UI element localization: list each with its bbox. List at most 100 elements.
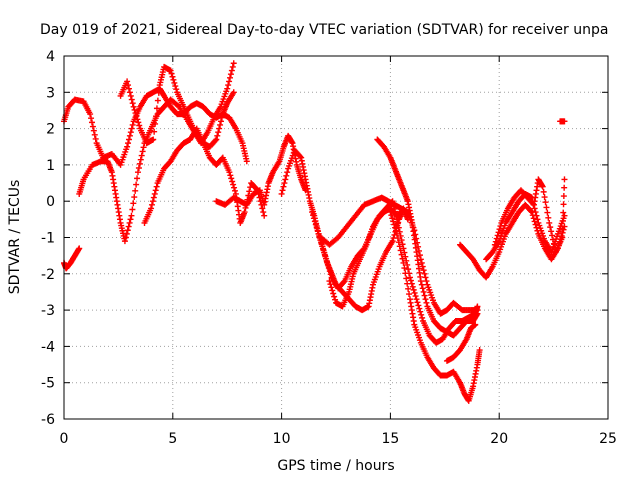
data-point: [310, 215, 317, 222]
data-point: [149, 198, 156, 205]
y-tick-label: -5: [41, 376, 55, 392]
data-point: [230, 181, 237, 188]
data-point: [388, 212, 395, 219]
series-trace-13: [443, 321, 479, 364]
data-point: [225, 82, 232, 89]
data-point: [399, 255, 406, 262]
data-point: [394, 220, 401, 227]
data-point: [133, 113, 140, 120]
data-point: [89, 123, 96, 130]
data-point: [135, 165, 142, 172]
data-point: [423, 278, 430, 285]
data-point: [392, 224, 399, 231]
data-point: [418, 281, 425, 288]
data-point: [421, 292, 428, 299]
data-point: [415, 302, 422, 309]
series-trace-17: [557, 118, 568, 125]
data-point: [128, 96, 135, 103]
data-point: [243, 158, 250, 165]
data-point: [173, 86, 180, 93]
data-point: [416, 305, 423, 312]
data-point: [284, 169, 291, 176]
data-point: [411, 227, 418, 234]
data-point: [326, 278, 333, 285]
series-trace-9: [317, 194, 481, 317]
data-point: [88, 115, 95, 122]
data-point: [419, 314, 426, 321]
data-point: [327, 281, 334, 288]
data-point: [321, 249, 328, 256]
data-point: [261, 212, 268, 219]
data-point: [227, 172, 234, 179]
data-point: [560, 209, 567, 216]
data-point: [87, 111, 94, 118]
data-point: [283, 172, 290, 179]
data-point: [132, 187, 139, 194]
data-point: [550, 240, 557, 247]
data-point: [422, 274, 429, 281]
data-point: [139, 148, 146, 155]
data-point: [280, 183, 287, 190]
data-point: [125, 223, 132, 230]
series-trace-11: [374, 136, 481, 339]
data-point: [231, 184, 238, 191]
data-point: [282, 176, 289, 183]
data-point: [401, 265, 408, 272]
data-point: [474, 310, 481, 317]
data-point: [228, 175, 235, 182]
data-point: [327, 271, 334, 278]
data-point: [129, 206, 136, 213]
data-point: [278, 190, 285, 197]
data-point: [216, 125, 223, 132]
data-point: [394, 235, 401, 242]
data-point: [212, 137, 219, 144]
x-tick-label: 5: [168, 431, 177, 447]
data-point: [491, 241, 498, 248]
data-point: [215, 129, 222, 136]
data-point: [549, 236, 556, 243]
data-point: [218, 114, 225, 121]
data-point: [124, 143, 131, 150]
data-point: [129, 100, 136, 107]
data-point: [134, 175, 141, 182]
data-point: [405, 285, 412, 292]
data-point: [320, 246, 327, 253]
data-point: [543, 204, 550, 211]
data-point: [126, 219, 133, 226]
data-point: [472, 321, 479, 328]
data-point: [393, 216, 400, 223]
data-point: [167, 67, 174, 74]
data-point: [393, 230, 400, 237]
data-point: [561, 212, 568, 219]
data-point: [409, 283, 416, 290]
data-point: [127, 92, 134, 99]
x-tick-label: 0: [60, 431, 69, 447]
data-point: [410, 286, 417, 293]
data-point: [154, 97, 161, 104]
data-point: [127, 129, 134, 136]
data-point: [152, 187, 159, 194]
data-point: [404, 280, 411, 287]
data-point: [325, 265, 332, 272]
data-point: [226, 78, 233, 85]
data-point: [544, 209, 551, 216]
data-point: [402, 270, 409, 277]
data-point: [548, 228, 555, 235]
data-point: [153, 113, 160, 120]
data-point: [230, 60, 237, 67]
data-point: [561, 118, 568, 125]
data-point: [421, 270, 428, 277]
data-point: [88, 119, 95, 126]
data-point: [129, 121, 136, 128]
data-point: [246, 188, 253, 195]
series-trace-12: [387, 209, 483, 404]
data-point: [130, 200, 137, 207]
data-point: [229, 178, 236, 185]
data-point: [414, 299, 421, 306]
data-point: [560, 201, 567, 208]
data-point: [309, 209, 316, 216]
data-point: [169, 73, 176, 80]
data-point: [400, 259, 407, 266]
